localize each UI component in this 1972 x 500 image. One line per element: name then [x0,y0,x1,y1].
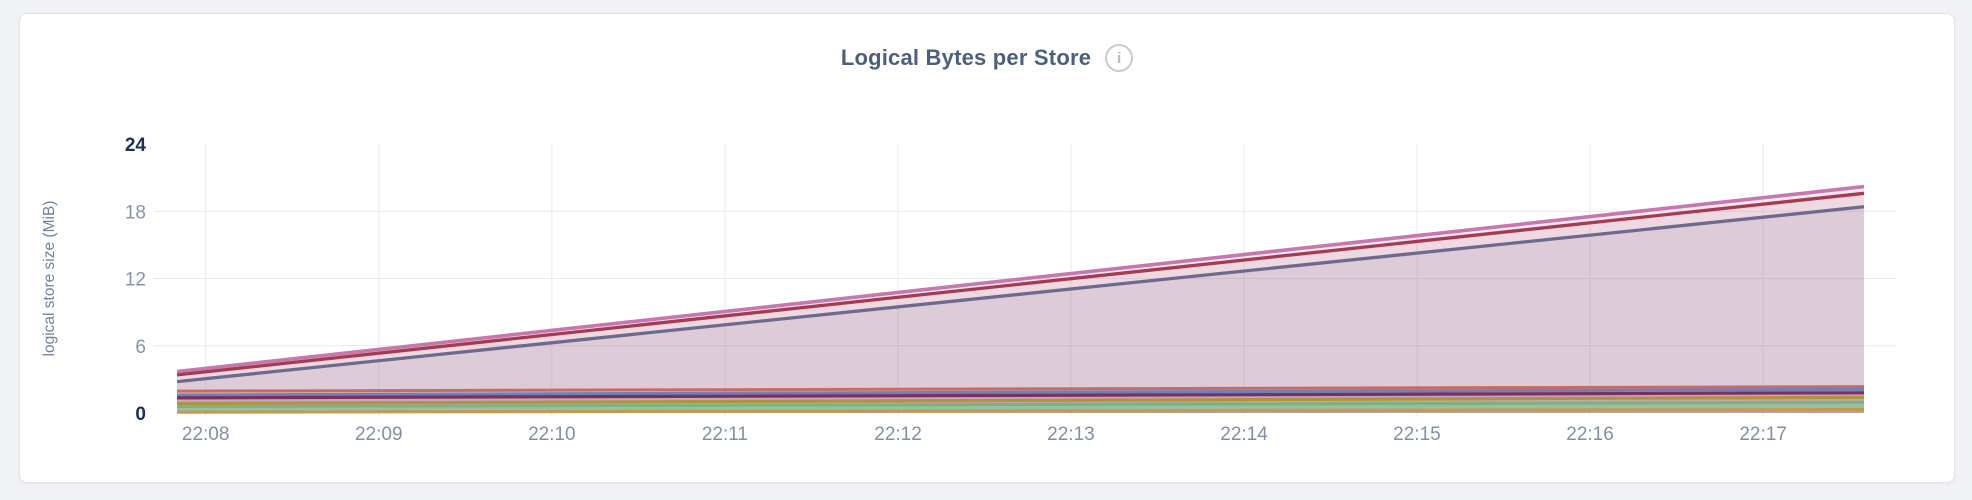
y-tick-label: 18 [125,202,146,223]
y-axis-ticks: 0 6 12 18 24 [125,135,147,425]
x-tick-label: 22:13 [1047,424,1095,445]
plot-hover-region[interactable] [177,144,1864,413]
series-lines [176,184,1865,414]
x-tick-label: 22:09 [355,424,403,445]
series-line-series-10 [176,408,1865,414]
chart-header: Logical Bytes per Store i [20,44,1954,72]
y-tick-label: 6 [135,337,146,358]
series-line-series-1 [176,184,1865,374]
gridlines [154,144,1896,416]
series-area-series-2 [177,193,1864,413]
x-tick-label: 22:17 [1739,424,1787,445]
series-line-series-2 [176,191,1865,377]
y-tick-label: 0 [135,404,146,425]
x-tick-label: 22:15 [1393,424,1441,445]
info-icon[interactable]: i [1105,44,1134,72]
x-tick-label: 22:10 [528,424,576,445]
y-tick-label: 24 [125,135,147,156]
series-line-series-4 [176,385,1865,393]
x-tick-label: 22:11 [702,424,748,445]
chart-canvas[interactable]: 0 6 12 18 24 22:08 22:09 22:10 22:11 22:12 22:13 22… [20,14,1956,484]
x-tick-label: 22:14 [1220,424,1268,445]
series-line-series-9 [176,404,1865,412]
x-tick-label: 22:12 [874,424,922,445]
chart-title: Logical Bytes per Store [840,45,1092,70]
x-axis-ticks: 22:08 22:09 22:10 22:11 22:12 22:13 22:14 22:15… [182,424,1787,445]
series-area-series-1 [177,186,1864,413]
x-tick-label: 22:08 [182,424,230,445]
series-area-series-3 [177,206,1864,413]
series-line-series-5 [176,387,1865,397]
series-line-series-7 [176,395,1865,406]
series-line-series-6 [176,391,1865,400]
y-tick-label: 12 [125,270,146,291]
y-axis-title: logical store size (MiB) [41,201,58,357]
x-tick-label: 22:16 [1566,424,1614,445]
series-line-series-8 [176,400,1865,409]
series-line-series-3 [176,205,1865,384]
chart-card: 0 6 12 18 24 22:08 22:09 22:10 22:11 22:12 22:13 22… [19,13,1955,483]
